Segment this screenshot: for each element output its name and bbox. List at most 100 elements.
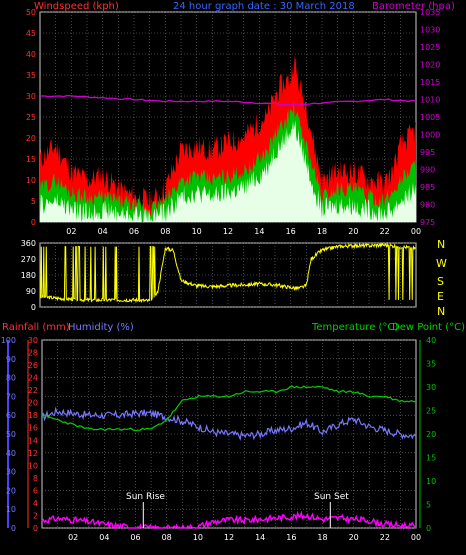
compass-n-bottom: N	[437, 305, 445, 318]
x-tick-label: 06	[130, 533, 140, 542]
rainfall-line	[41, 510, 417, 531]
x-tick-label: 20	[348, 227, 358, 236]
direction-panel: 0 90 180 270 360	[21, 239, 417, 312]
y-tick-label-direction: 0	[31, 303, 36, 312]
x-tick-label: 08	[162, 533, 172, 542]
sunrise-label: Sun Rise	[126, 492, 165, 502]
y-tick-label-left: 25	[26, 113, 36, 122]
x-tick-label: 06	[129, 227, 139, 236]
y-tick-label-rainfall: 8	[33, 474, 38, 483]
y-tick-label-left: 30	[26, 92, 36, 101]
x-tick-label: 12	[224, 533, 234, 542]
y-tick-label-left: 35	[26, 71, 36, 80]
y-tick-label-right: 1035	[420, 8, 440, 17]
x-tick-label: 14	[254, 227, 264, 236]
y-tick-label-temperature: 5	[426, 501, 431, 510]
y-tick-label-right: 1005	[420, 113, 440, 122]
x-tick-label: 10	[192, 227, 202, 236]
x-tick-label: 18	[317, 227, 327, 236]
y-tick-label-temperature: 40	[426, 336, 436, 345]
dewpoint-label: Dew Point (°C)	[392, 322, 465, 333]
y-tick-label-right: 1020	[420, 61, 440, 70]
y-tick-label-right: 995	[420, 148, 435, 157]
wind-speed-area	[40, 120, 416, 222]
y-tick-label-left: 45	[26, 29, 36, 38]
x-tick-label: 16	[286, 533, 296, 542]
x-tick-label: 20	[349, 533, 359, 542]
y-tick-label-direction: 270	[21, 255, 36, 264]
y-tick-label-rainfall: 6	[33, 486, 38, 495]
x-tick-label: 02	[68, 533, 78, 542]
x-tick-label: 04	[98, 227, 108, 236]
rainfall-label: Rainfall (mm)	[2, 322, 70, 333]
humidity-line	[41, 406, 417, 441]
y-tick-label-right: 1010	[420, 96, 440, 105]
y-tick-label-direction: 360	[21, 239, 36, 248]
y-tick-label-temperature: 20	[426, 430, 436, 439]
y-tick-label-rainfall: 10	[28, 461, 38, 470]
y-tick-label-left: 5	[31, 197, 36, 206]
y-tick-label-humidity: 100	[1, 336, 16, 345]
y-tick-label-direction: 180	[21, 271, 36, 280]
x-tick-label: 14	[255, 533, 265, 542]
x-tick-label: 04	[99, 533, 109, 542]
barometer-line	[39, 94, 417, 106]
y-tick-label-direction: 90	[26, 287, 36, 296]
y-tick-label-right: 1000	[420, 131, 440, 140]
graph-title: 24 hour graph date : 30 March 2018	[173, 1, 355, 12]
humidity-label: Humidity (%)	[68, 322, 134, 333]
y-tick-label-left: 20	[26, 134, 36, 143]
y-tick-label-temperature: 35	[426, 360, 436, 369]
x-tick-label: 02	[66, 227, 76, 236]
y-tick-label-left: 50	[26, 8, 36, 17]
y-tick-label-rainfall: 16	[28, 424, 38, 433]
windspeed-label: Windspeed (kph)	[34, 1, 119, 12]
x-tick-label: 22	[380, 533, 390, 542]
wind-gust-area	[40, 56, 416, 222]
y-tick-label-rainfall: 0	[33, 524, 38, 533]
y-tick-label-right: 990	[420, 166, 435, 175]
y-tick-label-rainfall: 24	[28, 374, 38, 383]
y-tick-label-rainfall: 2	[33, 511, 38, 520]
compass-e: E	[437, 290, 444, 303]
y-tick-label-humidity: 60	[6, 411, 16, 420]
temperature-label: Temperature (°C)	[311, 322, 398, 333]
barometer-label: Barometer (hpa)	[372, 1, 455, 12]
x-tick-label: 08	[160, 227, 170, 236]
y-tick-label-rainfall: 22	[28, 386, 38, 395]
y-tick-label-right: 985	[420, 183, 435, 192]
compass-w: W	[436, 257, 447, 270]
y-tick-label-right: 980	[420, 201, 435, 210]
wind-panel: 0510152025303540455097598098599099510001…	[26, 8, 441, 236]
y-tick-label-temperature: 10	[426, 477, 436, 486]
x-tick-label: 10	[193, 533, 203, 542]
y-tick-label-rainfall: 12	[28, 449, 38, 458]
y-tick-label-left: 40	[26, 50, 36, 59]
x-tick-label: 00	[411, 533, 421, 542]
y-tick-label-right: 1030	[420, 26, 440, 35]
y-tick-label-humidity: 10	[6, 505, 16, 514]
compass-n-top: N	[437, 238, 445, 251]
y-tick-label-rainfall: 14	[28, 436, 38, 445]
y-tick-label-rainfall: 26	[28, 361, 38, 370]
y-tick-label-left: 15	[26, 155, 36, 164]
y-tick-label-humidity: 20	[6, 486, 16, 495]
x-tick-label: 12	[223, 227, 233, 236]
y-tick-label-humidity: 80	[6, 374, 16, 383]
y-tick-label-rainfall: 28	[28, 349, 38, 358]
compass-s: S	[437, 275, 444, 288]
x-tick-label: 16	[286, 227, 296, 236]
y-tick-label-right: 1025	[420, 43, 440, 52]
y-tick-label-rainfall: 18	[28, 411, 38, 420]
y-tick-label-temperature: 0	[426, 524, 431, 533]
y-tick-label-rainfall: 30	[28, 336, 38, 345]
y-tick-label-humidity: 30	[6, 468, 16, 477]
sunset-label: Sun Set	[314, 492, 349, 502]
y-tick-label-humidity: 0	[11, 524, 16, 533]
y-tick-label-humidity: 90	[6, 355, 16, 364]
y-tick-label-right: 1015	[420, 78, 440, 87]
humidity-temperature-panel: 0102030405060708090100024681012141618202…	[1, 336, 436, 542]
y-tick-label-left: 10	[26, 176, 36, 185]
x-tick-label: 22	[380, 227, 390, 236]
y-tick-label-rainfall: 4	[33, 499, 38, 508]
